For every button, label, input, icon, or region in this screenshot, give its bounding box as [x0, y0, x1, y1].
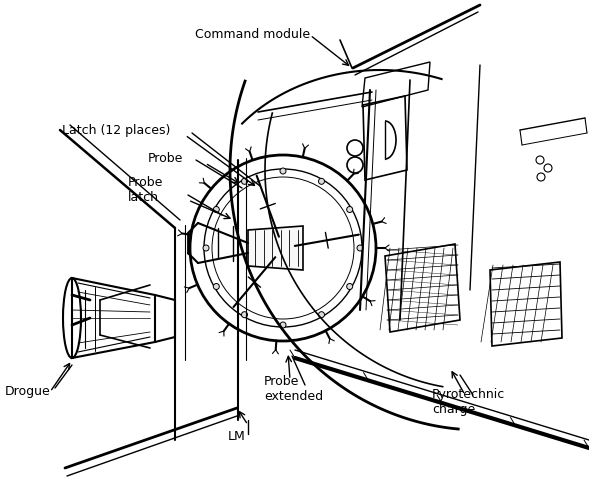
Circle shape [241, 312, 247, 318]
Circle shape [280, 322, 286, 328]
Text: Latch (12 places): Latch (12 places) [62, 124, 170, 137]
Circle shape [213, 206, 219, 213]
Text: Probe
latch: Probe latch [128, 176, 163, 204]
Text: Command module: Command module [195, 28, 310, 41]
Circle shape [357, 245, 363, 251]
Circle shape [319, 312, 325, 318]
Circle shape [203, 245, 209, 251]
Polygon shape [248, 226, 303, 270]
Circle shape [319, 178, 325, 184]
Text: LM: LM [228, 430, 246, 443]
Text: Probe: Probe [148, 152, 183, 165]
Circle shape [347, 284, 353, 290]
Circle shape [213, 284, 219, 290]
Circle shape [241, 178, 247, 184]
Text: Drogue: Drogue [5, 385, 51, 398]
Text: Probe
extended: Probe extended [264, 375, 323, 403]
Text: Pyrotechnic
charge: Pyrotechnic charge [432, 388, 505, 416]
Circle shape [347, 206, 353, 213]
Circle shape [280, 168, 286, 174]
